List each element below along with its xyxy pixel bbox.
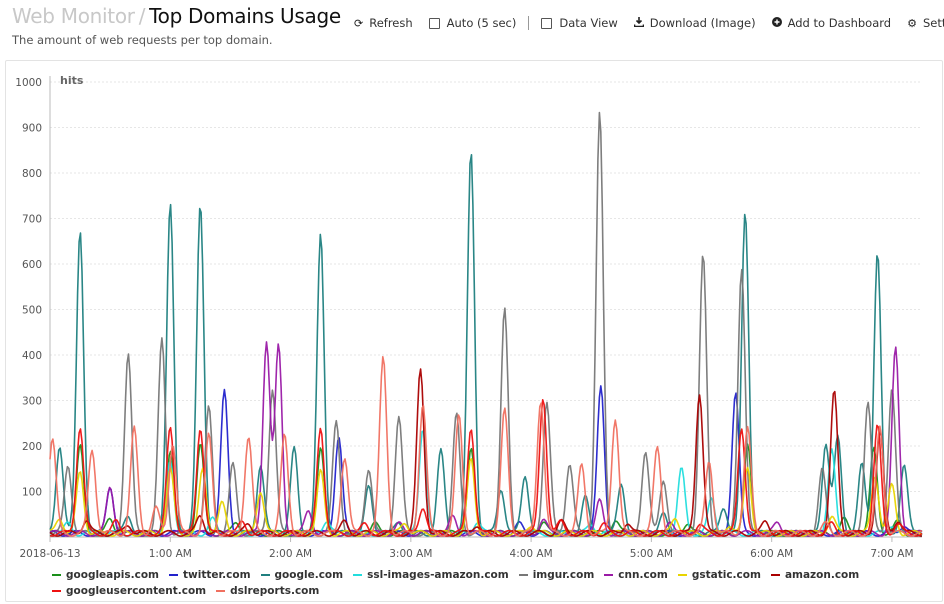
series-line-imgur-com[interactable] <box>49 111 923 537</box>
auto-label: Auto (5 sec) <box>446 16 517 30</box>
legend-label: cnn.com <box>618 569 668 581</box>
y-tick-label: 400 <box>22 350 42 362</box>
refresh-icon: ⟳ <box>354 16 364 30</box>
page-header: Web Monitor / Top Domains Usage The amount… <box>0 0 944 52</box>
series-line-google-com[interactable] <box>49 154 923 537</box>
breadcrumb-separator: / <box>138 4 146 28</box>
legend-item[interactable]: googleusercontent.com <box>52 584 206 598</box>
legend-item[interactable]: dslreports.com <box>216 584 319 598</box>
legend-label: google.com <box>274 569 344 581</box>
x-tick-label: 3:00 AM <box>389 548 432 560</box>
settings-button[interactable]: ⚙ Setti <box>907 16 944 30</box>
x-tick-label: 6:00 AM <box>750 548 793 560</box>
auto-refresh-toggle[interactable]: Auto (5 sec) <box>428 16 517 30</box>
series-line-amazon-com[interactable] <box>49 368 922 537</box>
legend-item[interactable]: imgur.com <box>518 568 595 582</box>
toolbar-divider <box>528 16 530 30</box>
legend-label: amazon.com <box>784 569 860 581</box>
x-tick-label: 2018-06-13 <box>19 548 80 560</box>
legend-swatch <box>216 590 226 592</box>
gear-icon: ⚙ <box>907 16 917 30</box>
legend-item[interactable]: ssl-images-amazon.com <box>353 568 509 582</box>
legend-swatch <box>518 574 528 576</box>
add-dashboard-label: Add to Dashboard <box>787 16 892 30</box>
y-tick-label: 500 <box>22 305 42 317</box>
legend-label: twitter.com <box>183 569 251 581</box>
legend-swatch <box>353 574 363 576</box>
download-icon <box>633 16 645 30</box>
legend-swatch <box>604 574 614 576</box>
y-tick-label: 300 <box>22 396 42 408</box>
page-subtitle: The amount of web requests per top domai… <box>12 33 273 47</box>
breadcrumb-parent[interactable]: Web Monitor <box>12 4 135 28</box>
series-line-googleusercontent-com[interactable] <box>49 398 923 537</box>
y-tick-label: 200 <box>22 441 42 453</box>
legend-swatch <box>770 574 780 576</box>
plus-circle-icon <box>771 16 782 30</box>
download-button[interactable]: Download (Image) <box>633 16 756 30</box>
settings-label: Setti <box>922 16 944 30</box>
legend-label: googleapis.com <box>66 569 159 581</box>
series-line-twitter-com[interactable] <box>49 385 923 537</box>
legend-swatch <box>169 574 178 576</box>
legend-item[interactable]: twitter.com <box>169 568 251 582</box>
data-view-checkbox[interactable] <box>541 17 553 29</box>
legend-swatch <box>677 574 687 576</box>
legend-label: imgur.com <box>532 569 595 581</box>
x-tick-label: 4:00 AM <box>510 548 553 560</box>
x-tick-label: 5:00 AM <box>630 548 673 560</box>
legend-swatch <box>260 574 270 576</box>
legend-item[interactable]: googleapis.com <box>52 568 159 582</box>
legend-item[interactable]: google.com <box>260 568 344 582</box>
chart-legend: googleapis.com twitter.com google.com ssl-i… <box>52 566 922 598</box>
refresh-button[interactable]: ⟳ Refresh <box>354 16 413 30</box>
y-tick-label: 900 <box>22 123 42 135</box>
legend-label: googleusercontent.com <box>66 585 207 597</box>
y-tick-label: 1000 <box>15 77 42 89</box>
chart-toolbar: ⟳ Refresh Auto (5 sec) Data View Download… <box>354 16 944 30</box>
legend-label: ssl-images-amazon.com <box>367 569 509 581</box>
breadcrumb-current: Top Domains Usage <box>149 4 341 28</box>
series-line-dslreports-com[interactable] <box>49 355 923 537</box>
legend-item[interactable]: amazon.com <box>770 568 860 582</box>
data-view-toggle[interactable]: Data View <box>541 16 618 30</box>
y-axis-label: hits <box>60 74 84 87</box>
legend-item[interactable]: cnn.com <box>604 568 668 582</box>
legend-swatch <box>52 590 61 592</box>
x-tick-label: 1:00 AM <box>149 548 192 560</box>
auto-checkbox[interactable] <box>428 17 440 29</box>
refresh-label: Refresh <box>369 16 413 30</box>
x-tick-label: 7:00 AM <box>870 548 913 560</box>
page-title: Web Monitor / Top Domains Usage <box>12 4 341 28</box>
x-tick-label: 2:00 AM <box>269 548 312 560</box>
data-view-label: Data View <box>559 16 618 30</box>
y-tick-label: 800 <box>22 168 42 180</box>
add-to-dashboard-button[interactable]: Add to Dashboard <box>771 16 892 30</box>
chart-panel <box>5 60 943 602</box>
legend-swatch <box>52 574 61 576</box>
legend-item[interactable]: gstatic.com <box>677 568 761 582</box>
legend-label: gstatic.com <box>691 569 761 581</box>
y-tick-label: 700 <box>22 214 42 226</box>
y-tick-label: 600 <box>22 259 42 271</box>
y-tick-label: 100 <box>22 487 42 499</box>
download-label: Download (Image) <box>649 16 756 30</box>
series-line-cnn-com[interactable] <box>49 341 923 537</box>
legend-label: dslreports.com <box>230 585 320 597</box>
